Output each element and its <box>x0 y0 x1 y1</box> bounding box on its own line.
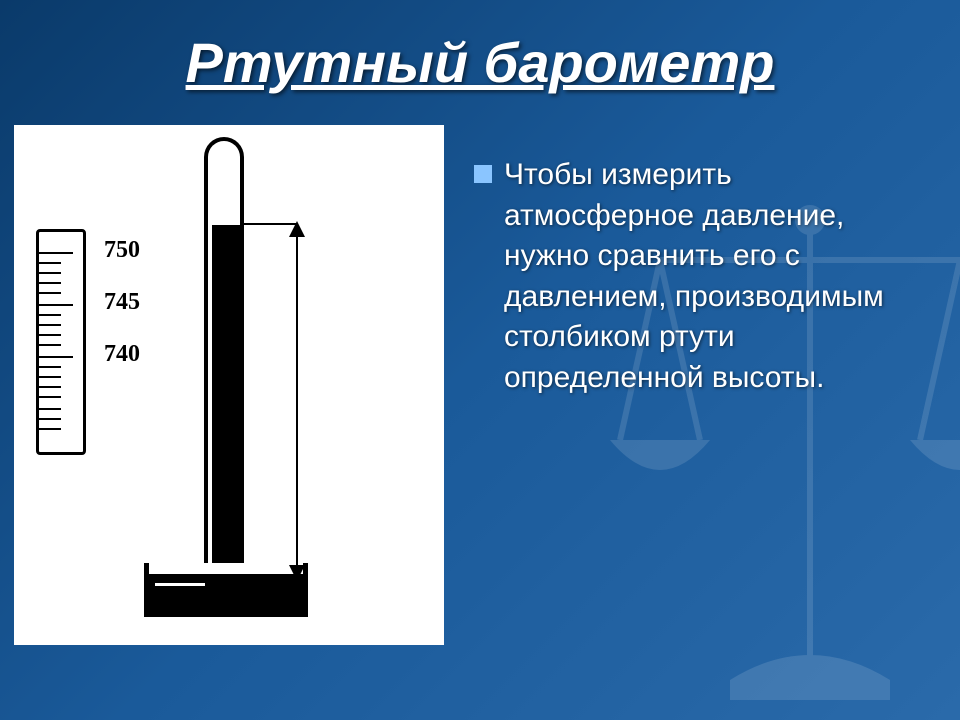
content-row: 750 745 740 Чтобы измерить атмосферное д… <box>0 95 960 645</box>
mercury-cup <box>144 563 308 617</box>
bullet-icon <box>474 165 492 183</box>
scale-label-745: 745 <box>104 289 140 316</box>
body-text: Чтобы измерить атмосферное давление, нуж… <box>504 155 920 398</box>
text-block: Чтобы измерить атмосферное давление, нуж… <box>474 125 920 645</box>
scale-label-750: 750 <box>104 237 140 264</box>
height-arrow <box>296 223 298 579</box>
scale-ruler <box>36 229 86 455</box>
slide-title: Ртутный барометр <box>0 0 960 95</box>
scale-label-740: 740 <box>104 341 140 368</box>
barometer-diagram: 750 745 740 <box>14 125 444 645</box>
